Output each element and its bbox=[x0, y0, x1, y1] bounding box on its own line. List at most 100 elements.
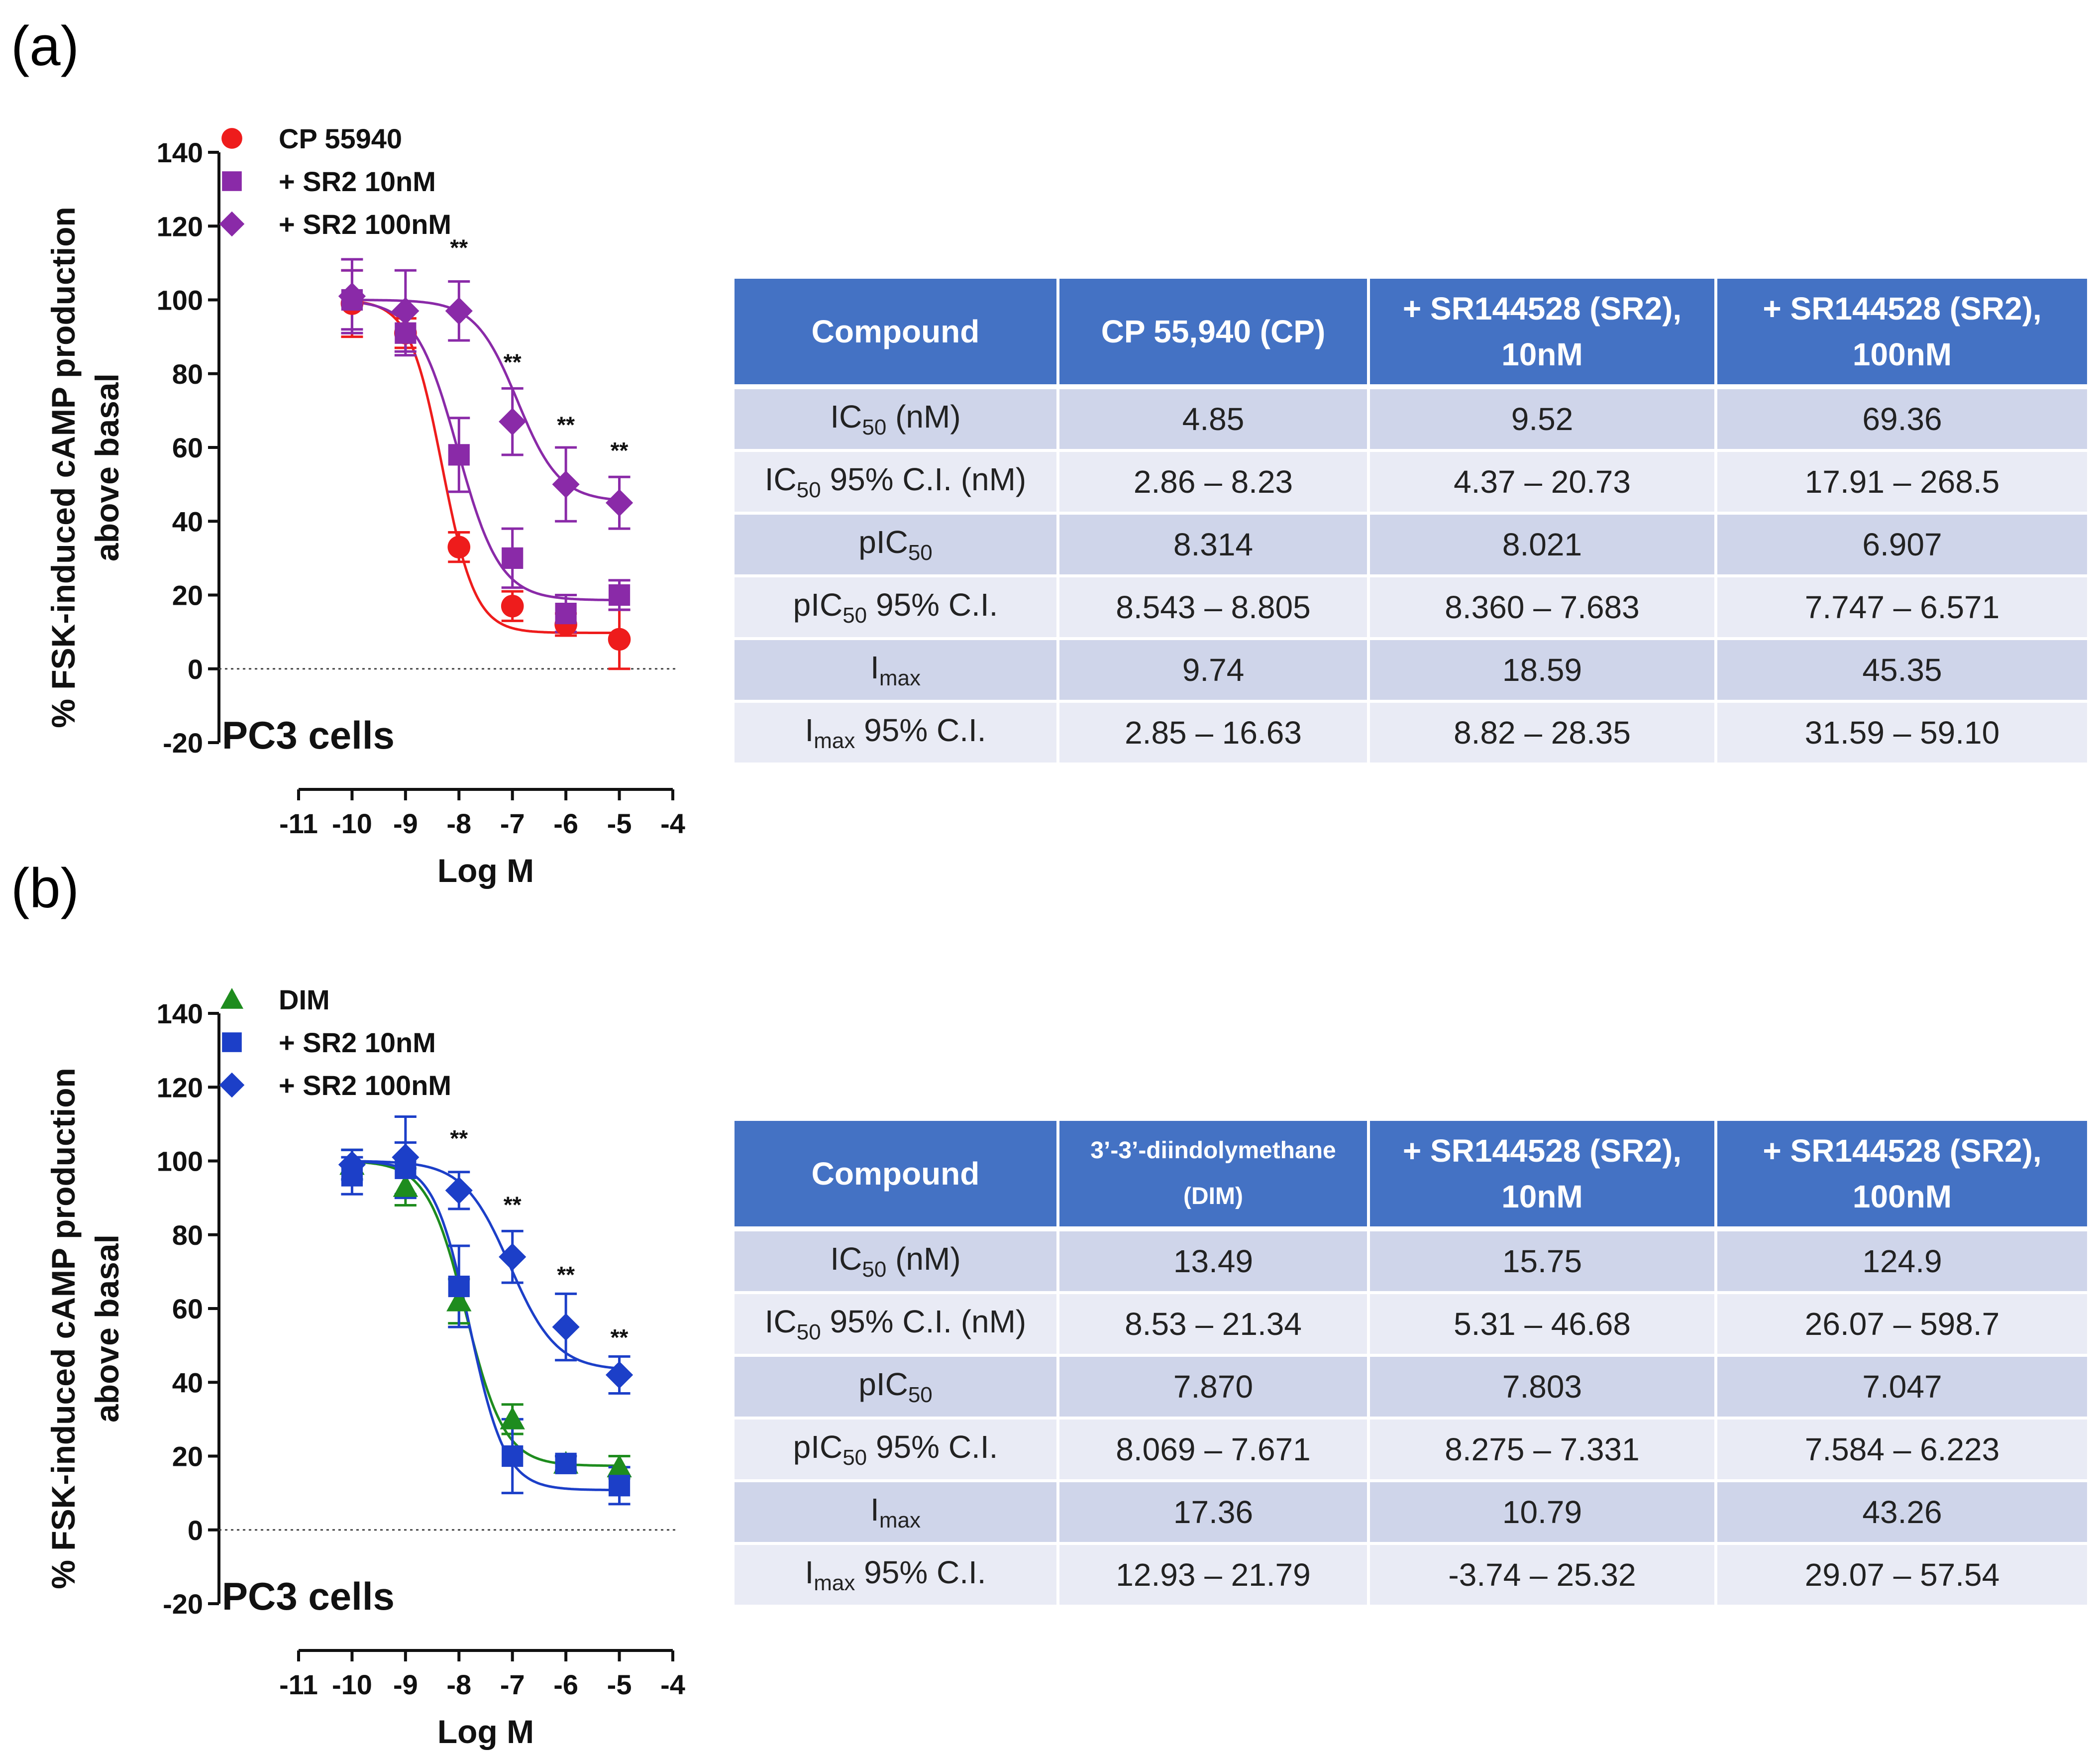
table-row: pIC50 7.870 7.803 7.047 bbox=[735, 1355, 2087, 1420]
table-cell: 31.59 – 59.10 bbox=[1716, 701, 2087, 766]
table-cell: 7.047 bbox=[1716, 1355, 2087, 1420]
stats-table-b: Compound 3’-3’-diindolymethane (DIM) + S… bbox=[735, 1121, 2087, 1608]
row-label-subscript: 50 bbox=[842, 603, 867, 628]
x-tick-label: -8 bbox=[446, 808, 471, 839]
row-label: IC50 95% C.I. (nM) bbox=[735, 1293, 1059, 1357]
significance-label: ** bbox=[504, 349, 522, 375]
legend-label: + SR2 100nM bbox=[279, 209, 451, 240]
x-tick-label: -4 bbox=[660, 1669, 685, 1700]
data-point bbox=[447, 536, 471, 558]
row-label-main: IC bbox=[764, 461, 797, 498]
legend-label: DIM bbox=[279, 984, 330, 1015]
row-label-main: I bbox=[870, 1492, 879, 1528]
header-compound: Compound bbox=[735, 1121, 1059, 1231]
row-label-rest: 95% C.I. bbox=[867, 587, 998, 623]
x-tick-label: -7 bbox=[500, 808, 525, 839]
row-label-subscript: max bbox=[814, 1570, 855, 1595]
y-axis-title-line1: % FSK-induced cAMP production bbox=[45, 1068, 82, 1589]
data-point bbox=[608, 584, 630, 606]
data-point bbox=[392, 1143, 420, 1171]
table-header-row: Compound 3’-3’-diindolymethane (DIM) + S… bbox=[735, 1121, 2087, 1231]
y-axis-title-line2: above basal bbox=[89, 373, 125, 561]
legend-label: + SR2 100nM bbox=[279, 1070, 451, 1101]
cell-line-annotation: PC3 cells bbox=[222, 713, 395, 757]
row-label-rest: (nM) bbox=[886, 1241, 961, 1277]
table-cell: 7.584 – 6.223 bbox=[1716, 1418, 2087, 1482]
table-cell: 8.069 – 7.671 bbox=[1058, 1418, 1370, 1482]
table-cell: 17.36 bbox=[1058, 1481, 1370, 1545]
y-tick-label: 140 bbox=[157, 998, 203, 1029]
x-tick-label: -11 bbox=[279, 1669, 318, 1700]
header-cp55940: CP 55,940 (CP) bbox=[1058, 279, 1370, 389]
x-tick-label: -9 bbox=[393, 1669, 418, 1700]
x-tick-label: -5 bbox=[607, 1669, 632, 1700]
data-point bbox=[446, 1288, 472, 1312]
data-point bbox=[501, 594, 524, 618]
panel-label-b: (b) bbox=[11, 857, 79, 919]
row-label-main: IC bbox=[830, 1241, 862, 1277]
row-label: Imax bbox=[735, 1481, 1059, 1545]
table-cell: 2.85 – 16.63 bbox=[1058, 701, 1370, 766]
legend-marker bbox=[219, 1072, 245, 1098]
fit-curve bbox=[352, 301, 620, 602]
row-label-subscript: max bbox=[814, 728, 855, 753]
table-cell: 9.74 bbox=[1058, 639, 1370, 703]
header-sr2-100nm: + SR144528 (SR2), 100nM bbox=[1716, 279, 2087, 389]
data-point bbox=[552, 1313, 580, 1341]
data-point bbox=[608, 628, 631, 651]
table-cell: 17.91 – 268.5 bbox=[1716, 450, 2087, 515]
row-label-rest: 95% C.I. bbox=[867, 1429, 998, 1465]
y-tick-label: 40 bbox=[172, 1367, 203, 1398]
header-sr2-100nm: + SR144528 (SR2), 100nM bbox=[1716, 1121, 2087, 1231]
table-cell: 18.59 bbox=[1368, 639, 1717, 703]
y-tick-label: 20 bbox=[172, 1441, 203, 1472]
row-label-main: I bbox=[805, 712, 814, 749]
table-cell: 4.37 – 20.73 bbox=[1368, 450, 1717, 515]
table-cell: 5.31 – 46.68 bbox=[1368, 1293, 1717, 1357]
table-row: Imax 95% C.I. 2.85 – 16.63 8.82 – 28.35 31.… bbox=[735, 701, 2087, 766]
panel-label-a: (a) bbox=[11, 15, 79, 77]
y-tick-label: 140 bbox=[157, 137, 203, 168]
table-cell: 7.803 bbox=[1368, 1355, 1717, 1420]
table-cell: 124.9 bbox=[1716, 1229, 2087, 1294]
x-tick-label: -4 bbox=[660, 808, 685, 839]
table-cell: 9.52 bbox=[1368, 387, 1717, 452]
data-point bbox=[499, 1243, 526, 1271]
data-point bbox=[555, 1452, 577, 1474]
row-label-subscript: 50 bbox=[842, 1445, 867, 1470]
header-compound: Compound bbox=[735, 279, 1059, 389]
y-tick-label: 100 bbox=[157, 285, 203, 316]
row-label-subscript: 50 bbox=[862, 415, 887, 439]
row-label-main: I bbox=[805, 1554, 814, 1591]
row-label-main: IC bbox=[830, 399, 862, 435]
row-label-main: pIC bbox=[793, 1429, 843, 1465]
y-tick-label: 80 bbox=[172, 1219, 203, 1251]
row-label-rest: 95% C.I. (nM) bbox=[821, 1304, 1027, 1340]
header-dim: 3’-3’-diindolymethane (DIM) bbox=[1058, 1121, 1370, 1231]
x-tick-label: -8 bbox=[446, 1669, 471, 1700]
table-row: pIC50 8.314 8.021 6.907 bbox=[735, 513, 2087, 577]
row-label: pIC50 bbox=[735, 513, 1059, 577]
row-label-main: I bbox=[870, 650, 879, 686]
header-dim-text: 3’-3’-diindolymethane (DIM) bbox=[1090, 1137, 1336, 1209]
row-label-subscript: 50 bbox=[796, 1319, 821, 1344]
legend-marker bbox=[219, 211, 245, 237]
row-label-main: pIC bbox=[858, 1366, 908, 1403]
data-point bbox=[605, 1361, 633, 1389]
table-row: IC50 95% C.I. (nM) 8.53 – 21.34 5.31 – 46.… bbox=[735, 1293, 2087, 1357]
y-tick-label: -20 bbox=[163, 727, 203, 759]
significance-label: ** bbox=[611, 438, 629, 463]
fit-curve bbox=[352, 1160, 620, 1467]
legend-label: CP 55940 bbox=[279, 123, 402, 154]
row-label-subscript: 50 bbox=[862, 1257, 887, 1282]
table-cell: 26.07 – 598.7 bbox=[1716, 1293, 2087, 1357]
y-axis-title-line2: above basal bbox=[89, 1234, 125, 1423]
data-point bbox=[500, 1407, 525, 1429]
table-row: pIC50 95% C.I. 8.543 – 8.805 8.360 – 7.683… bbox=[735, 576, 2087, 640]
x-tick-label: -7 bbox=[500, 1669, 525, 1700]
row-label-main: pIC bbox=[858, 524, 908, 560]
data-point bbox=[552, 470, 580, 498]
legend-marker bbox=[220, 987, 244, 1009]
x-tick-label: -11 bbox=[279, 808, 318, 839]
table-cell: 2.86 – 8.23 bbox=[1058, 450, 1370, 515]
